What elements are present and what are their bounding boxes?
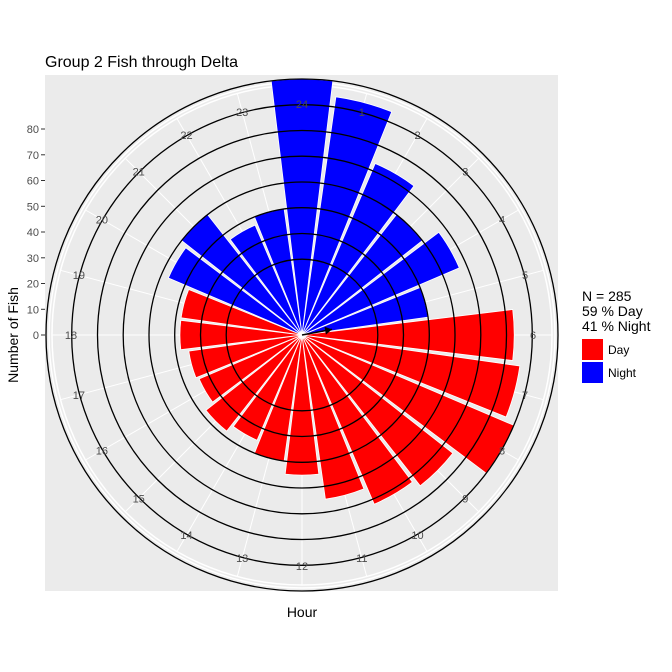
y-tick-label: 50 — [27, 201, 39, 213]
y-tick-label: 20 — [27, 279, 39, 291]
reference-circle — [148, 181, 456, 489]
y-tick-label: 30 — [27, 253, 39, 265]
hour-label: 22 — [180, 130, 192, 142]
bar-day — [179, 319, 303, 351]
hour-label: 18 — [65, 330, 77, 342]
hour-label: 10 — [411, 530, 423, 542]
bar-day — [180, 288, 303, 336]
x-axis-title: Hour — [287, 604, 318, 620]
y-tick-label: 40 — [27, 227, 39, 239]
legend-label-night: Night — [608, 366, 637, 380]
reference-circle — [174, 207, 430, 463]
hour-label: 21 — [133, 167, 145, 179]
reference-circle — [45, 78, 559, 592]
hour-label: 9 — [462, 493, 468, 505]
bar-day — [301, 334, 454, 487]
reference-circle — [96, 129, 508, 541]
bar-day — [188, 334, 303, 379]
hour-label: 7 — [522, 390, 528, 402]
hour-label: 8 — [499, 446, 505, 458]
hour-label: 4 — [499, 215, 505, 227]
y-ticks-layer: 0 10 20 30 40 50 60 70 80 — [27, 124, 45, 342]
legend-header-line: 41 % Night — [582, 318, 651, 334]
bar-day — [284, 334, 320, 476]
hour-label: 5 — [522, 270, 528, 282]
hour-label: 13 — [236, 553, 248, 565]
hour-label: 6 — [530, 330, 536, 342]
y-tick-label: 80 — [27, 124, 39, 136]
bar-day — [232, 334, 303, 441]
reference-circle — [199, 232, 405, 438]
bar-night — [301, 231, 460, 336]
y-tick-label: 10 — [27, 304, 39, 316]
y-tick-label: 70 — [27, 150, 39, 162]
mean-arrowhead — [324, 326, 333, 335]
legend-header-line: N = 285 — [582, 288, 632, 304]
bar-day — [301, 334, 521, 418]
hour-label: 24 — [296, 99, 308, 111]
hour-label: 2 — [414, 130, 420, 142]
reference-circles-layer — [45, 78, 559, 592]
reference-circle — [225, 258, 379, 412]
y-axis-title: Number of Fish — [5, 287, 21, 383]
hour-label: 15 — [133, 493, 145, 505]
hour-label: 23 — [236, 107, 248, 119]
hour-label: 20 — [96, 215, 108, 227]
bar-night — [167, 247, 303, 336]
reference-circle — [71, 104, 533, 566]
legend-header-line: 59 % Day — [582, 303, 643, 319]
legend-label-day: Day — [608, 343, 629, 357]
legend-swatch-day — [582, 339, 603, 360]
hour-label: 3 — [462, 167, 468, 179]
hour-label: 12 — [296, 561, 308, 573]
hour-label: 1 — [359, 107, 365, 119]
y-tick-label: 60 — [27, 176, 39, 188]
chart-title: Group 2 Fish through Delta — [45, 54, 238, 71]
bar-day — [301, 309, 515, 361]
hour-label: 11 — [356, 553, 367, 565]
legend-swatch-night — [582, 362, 603, 383]
y-tick-label: 0 — [33, 330, 39, 342]
hour-label: 16 — [96, 446, 108, 458]
bar-day — [198, 334, 303, 403]
hour-label: 17 — [73, 390, 85, 402]
bar-night — [229, 224, 303, 336]
hour-label: 19 — [73, 270, 85, 282]
bar-day — [301, 334, 365, 500]
reference-circle — [122, 155, 482, 515]
legend: N = 285 59 % Day 41 % Night Day Night — [582, 288, 651, 383]
hour-label: 14 — [180, 530, 192, 542]
